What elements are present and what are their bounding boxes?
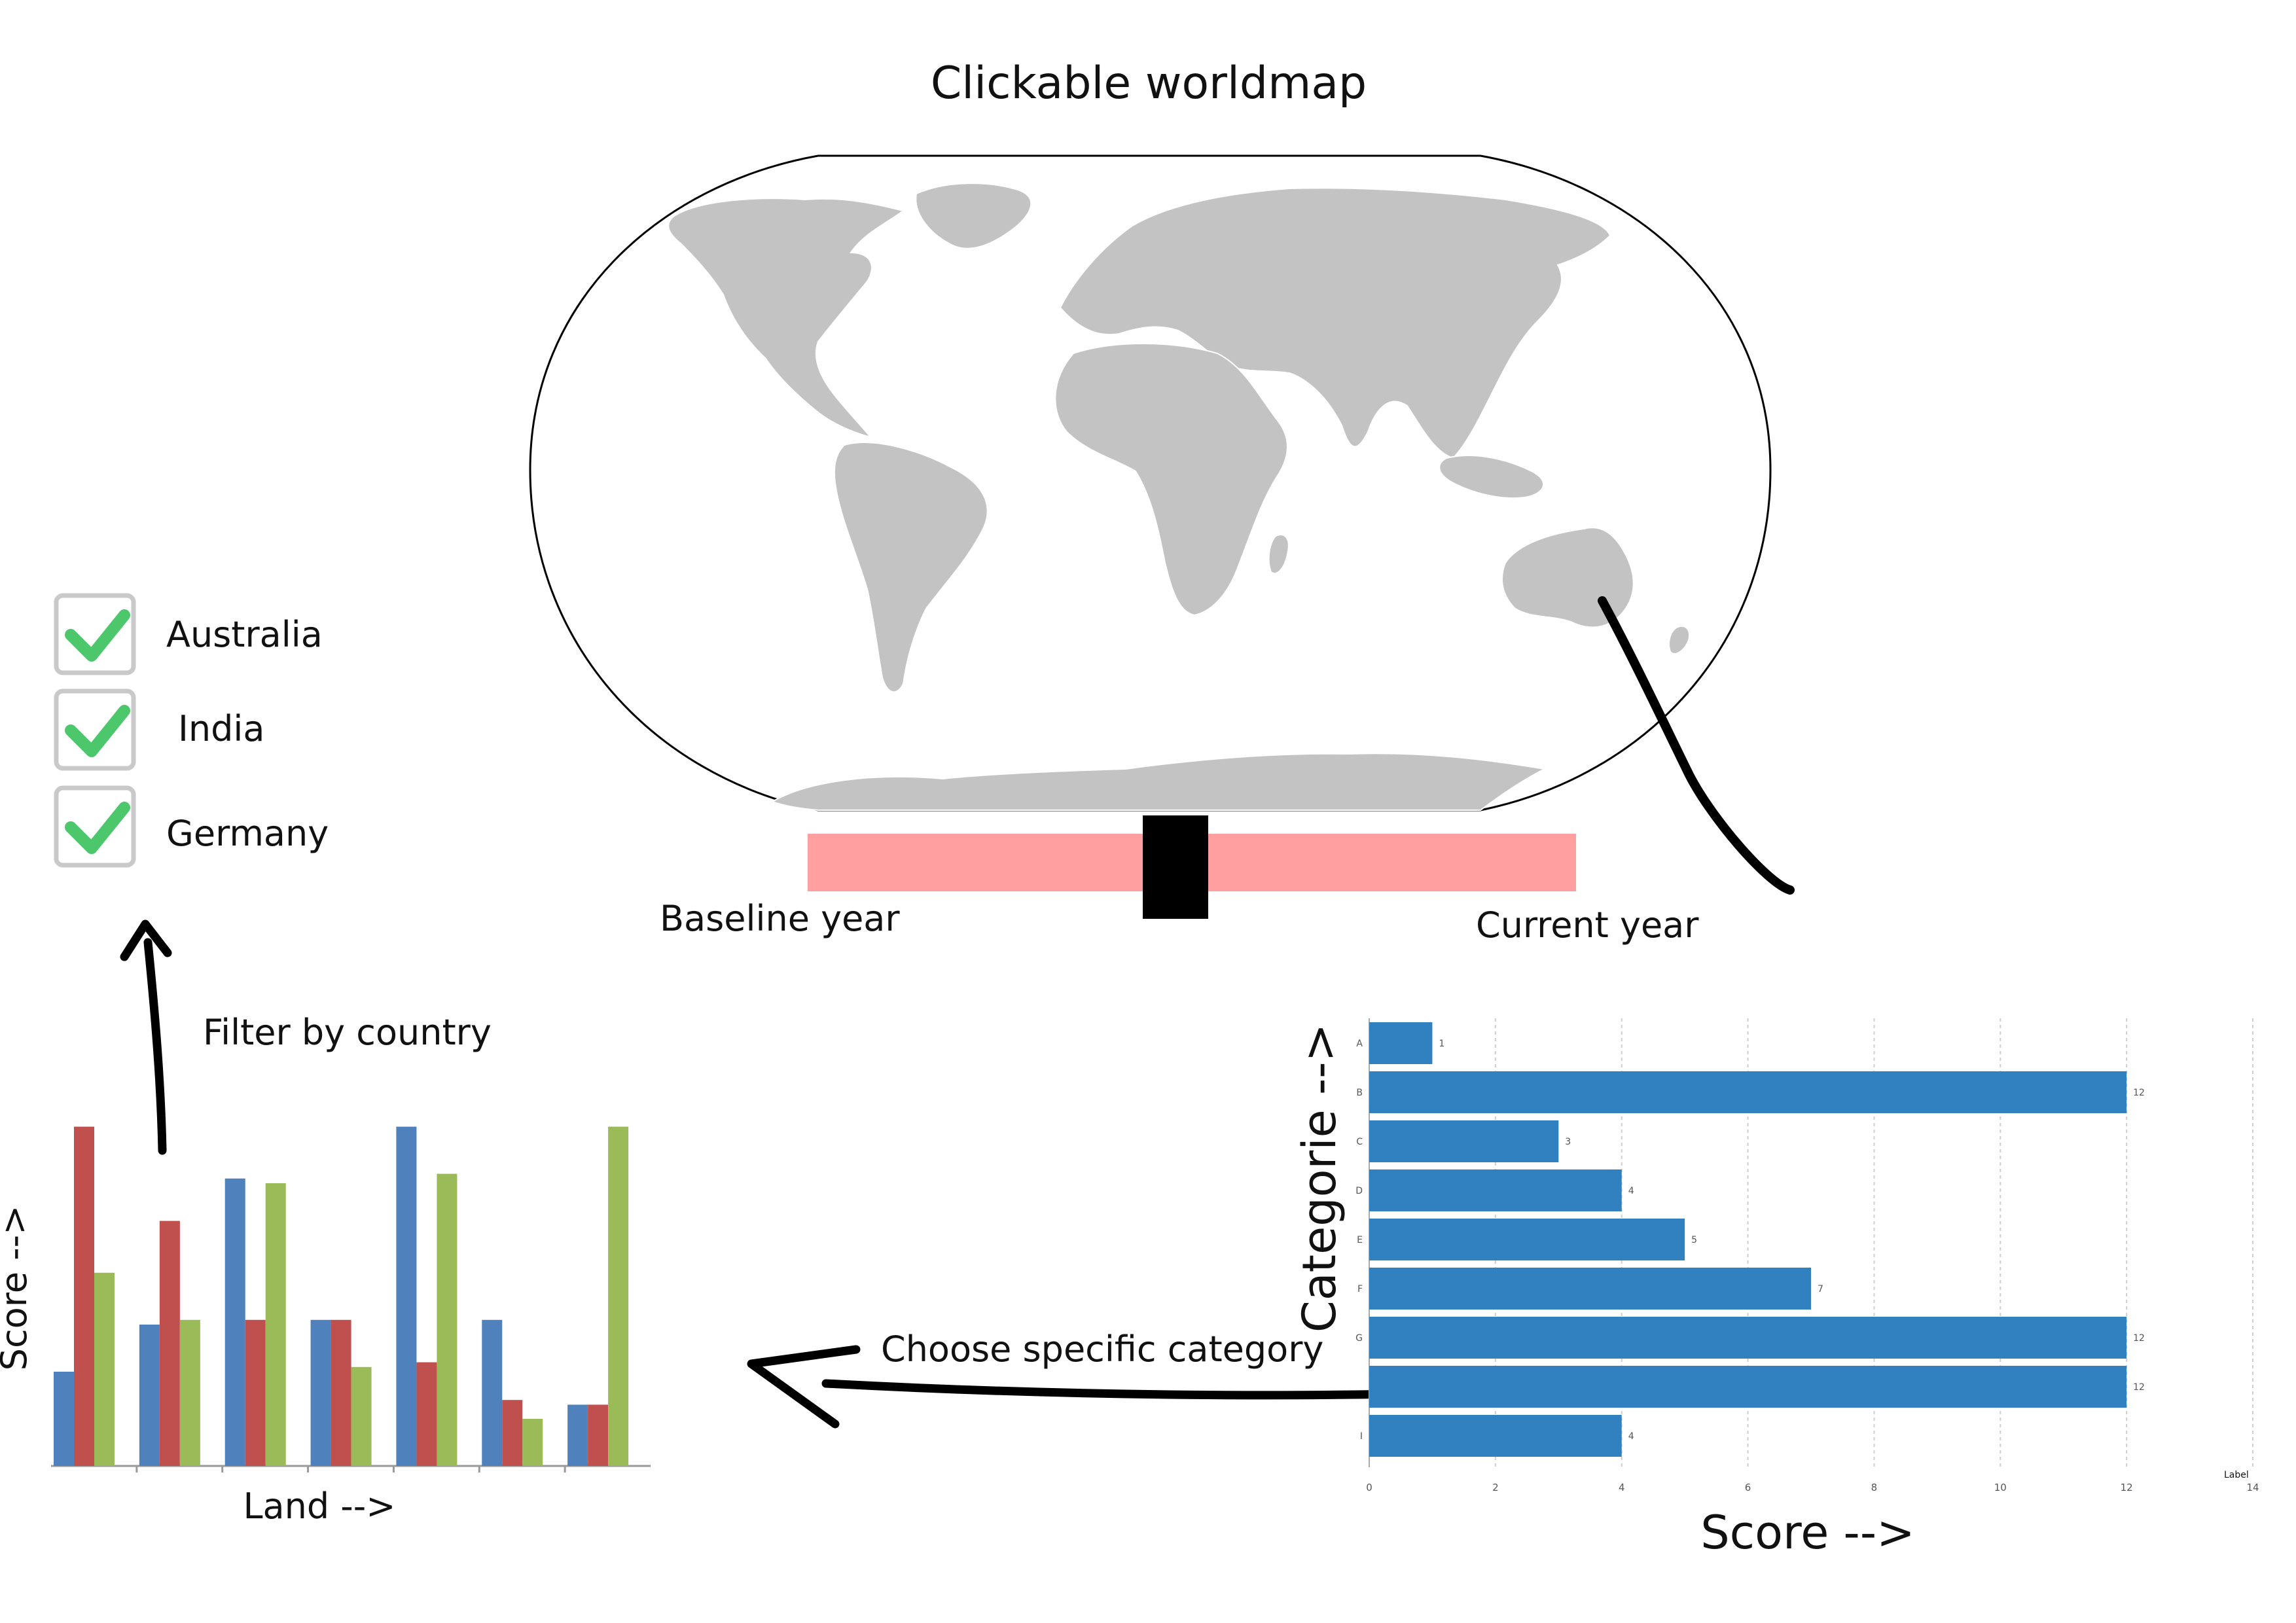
south-america-shape[interactable] xyxy=(833,442,988,693)
hbar-value-label: 12 xyxy=(2133,1088,2145,1098)
vbar-bar[interactable] xyxy=(502,1400,523,1466)
new-zealand-shape[interactable] xyxy=(1668,625,1691,654)
hbar-value-label: 4 xyxy=(1628,1186,1634,1196)
vbar-bar[interactable] xyxy=(351,1366,372,1466)
hbar-x-tick-label: 4 xyxy=(1619,1482,1625,1493)
vbar-bar[interactable] xyxy=(310,1319,331,1466)
hbar-category-label: A xyxy=(1356,1039,1363,1049)
hbar-x-tick-label: 2 xyxy=(1492,1482,1499,1493)
checkbox-label: Germany xyxy=(166,813,329,854)
hbar-x-tick-label: 10 xyxy=(1994,1482,2007,1493)
page-title: Clickable worldmap xyxy=(931,58,1367,109)
choose-annotation: Choose specific category xyxy=(881,1329,1323,1370)
checkbox-germany[interactable]: Germany xyxy=(54,785,329,868)
hbar-category-label: G xyxy=(1355,1333,1363,1344)
hbar-value-label: 7 xyxy=(1818,1284,1823,1294)
vbar-bar[interactable] xyxy=(245,1319,266,1466)
slider-left-label: Baseline year xyxy=(660,898,900,939)
hbar-ylabel: Categorie --> xyxy=(1293,1024,1346,1332)
hbar-xlabel: Score --> xyxy=(1700,1506,1914,1560)
hbar-value-label: 1 xyxy=(1439,1039,1444,1049)
year-slider[interactable] xyxy=(808,815,1576,919)
vbar-xlabel: Land --> xyxy=(243,1486,395,1527)
country-filter: Australia India Germany xyxy=(54,593,329,868)
hbar-bar[interactable] xyxy=(1369,1071,2127,1113)
vbar-bar[interactable] xyxy=(482,1319,503,1466)
checkbox-box[interactable] xyxy=(54,688,136,771)
southeast-asia-islands-shape[interactable] xyxy=(1439,455,1545,499)
checkbox-australia[interactable]: Australia xyxy=(54,593,323,675)
slider-handle[interactable] xyxy=(1143,815,1208,919)
pointer-stroke-australia xyxy=(1598,596,1795,895)
hbar-x-tick-label: 14 xyxy=(2246,1482,2259,1493)
check-icon xyxy=(65,705,130,757)
hbar-value-label: 5 xyxy=(1691,1235,1697,1245)
hbar-bar[interactable] xyxy=(1369,1022,1433,1064)
hbar-category-label: I xyxy=(1360,1431,1363,1442)
vbar-bar[interactable] xyxy=(416,1362,437,1466)
check-icon xyxy=(65,609,130,662)
vbar-bar[interactable] xyxy=(588,1404,609,1466)
hbar-category-label: D xyxy=(1355,1186,1363,1196)
checkbox-india[interactable]: India xyxy=(54,688,265,771)
hbar-category-label: B xyxy=(1356,1088,1363,1098)
hbar-x-tick-label: 8 xyxy=(1871,1482,1878,1493)
vbar-bar[interactable] xyxy=(437,1173,457,1466)
slider-right-label: Current year xyxy=(1476,904,1699,946)
hbar-corner-label: Label xyxy=(2224,1470,2249,1480)
hbar-bar[interactable] xyxy=(1369,1317,2127,1359)
antarctica-shape[interactable] xyxy=(770,753,1547,811)
vbar-bar[interactable] xyxy=(94,1272,115,1466)
north-america-shape[interactable] xyxy=(668,198,905,438)
vbar-bar[interactable] xyxy=(522,1419,543,1466)
checkbox-label: India xyxy=(178,708,265,749)
hbar-bar[interactable] xyxy=(1369,1169,1622,1211)
vbar-bar[interactable] xyxy=(54,1372,74,1466)
vbar-bar[interactable] xyxy=(608,1126,629,1466)
category-bar-chart: 0 2 4 6 8 10 12 14 A 1 B 12 C 3 D 4 E 5 F 7 G 12 12 I 4 xyxy=(1355,1018,2259,1493)
continents xyxy=(668,183,1691,811)
hbar-x-tick-label: 6 xyxy=(1745,1482,1751,1493)
hbar-bar[interactable] xyxy=(1369,1268,1811,1310)
hbar-x-tick-label: 0 xyxy=(1366,1482,1372,1493)
hbar-value-label: 12 xyxy=(2133,1333,2145,1344)
hbar-bar[interactable] xyxy=(1369,1120,1559,1162)
hbar-value-label: 4 xyxy=(1628,1431,1634,1442)
vbar-bar[interactable] xyxy=(179,1319,200,1466)
hbar-bar[interactable] xyxy=(1369,1219,1685,1260)
vbar-bar[interactable] xyxy=(396,1126,417,1466)
choose-arrow xyxy=(747,1345,1399,1429)
vbar-ylabel: Score --> xyxy=(0,1205,35,1371)
hbar-x-tick-label: 12 xyxy=(2121,1482,2133,1493)
greenland-shape[interactable] xyxy=(915,183,1032,249)
vbar-bar[interactable] xyxy=(331,1319,351,1466)
vbar-bar[interactable] xyxy=(567,1404,588,1466)
checkbox-label: Australia xyxy=(166,614,323,655)
checkbox-box[interactable] xyxy=(54,593,136,675)
checkbox-box[interactable] xyxy=(54,785,136,868)
world-map[interactable] xyxy=(529,154,1772,812)
vbar-bar[interactable] xyxy=(139,1325,160,1466)
hbar-category-label: E xyxy=(1357,1235,1363,1245)
hbar-value-label: 3 xyxy=(1565,1137,1571,1147)
vbar-bar[interactable] xyxy=(265,1183,286,1466)
africa-shape[interactable] xyxy=(1054,343,1288,616)
check-icon xyxy=(65,802,130,854)
hbar-category-label: C xyxy=(1356,1137,1363,1147)
filter-annotation: Filter by country xyxy=(203,1012,492,1053)
vbar-bar[interactable] xyxy=(159,1221,180,1466)
vbar-bar[interactable] xyxy=(74,1126,94,1466)
madagascar-shape[interactable] xyxy=(1268,533,1289,574)
vbar-bar[interactable] xyxy=(224,1178,245,1466)
hbar-category-label: F xyxy=(1357,1284,1363,1294)
hbar-value-label: 12 xyxy=(2133,1382,2145,1393)
filter-arrow xyxy=(120,919,172,1155)
hbar-bar[interactable] xyxy=(1369,1415,1622,1457)
hbar-bar[interactable] xyxy=(1369,1366,2127,1408)
country-bar-chart xyxy=(51,1126,651,1472)
